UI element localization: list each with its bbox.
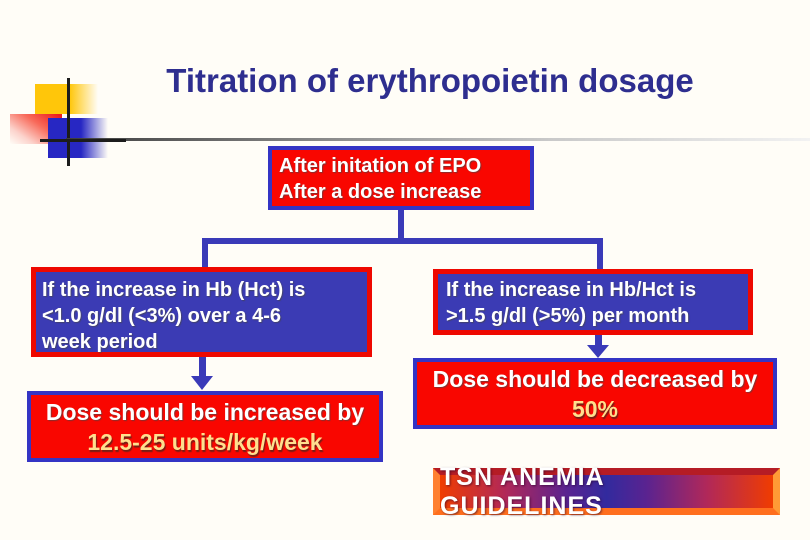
ornament-vertical-line — [67, 78, 70, 166]
right-condition-box: If the increase in Hb/Hct is >1.5 g/dl (… — [433, 269, 753, 335]
left-condition-line: If the increase in Hb (Hct) is — [42, 279, 306, 301]
left-action-box: Dose should be increased by 12.5-25 unit… — [27, 391, 383, 462]
left-down-arrow-stem — [199, 357, 206, 378]
title-underline-rule — [66, 138, 810, 141]
connector-right-drop — [597, 238, 603, 271]
footer-banner-label: TSN ANEMIA GUIDELINES — [440, 463, 773, 520]
ornament-horizontal-line — [40, 139, 126, 142]
root-box-line: After a dose increase — [279, 181, 482, 203]
page-title: Titration of erythropoietin dosage — [166, 62, 694, 99]
ornament-yellow-square — [35, 84, 98, 114]
root-condition-box: After initation of EPO After a dose incr… — [268, 146, 534, 210]
left-action-value: 12.5-25 units/kg/week — [87, 429, 323, 455]
right-action-value: 50% — [571, 396, 619, 422]
right-condition-line: >1.5 g/dl (>5%) per month — [446, 305, 690, 327]
right-down-arrow-head — [587, 345, 609, 358]
left-condition-box: If the increase in Hb (Hct) is <1.0 g/dl… — [31, 267, 372, 357]
right-down-arrow-stem — [595, 335, 602, 347]
left-condition-line: <1.0 g/dl (<3%) over a 4-6 — [42, 305, 281, 327]
left-action-text: Dose should be increased by — [45, 399, 365, 425]
connector-root-stem — [398, 210, 404, 241]
footer-banner: TSN ANEMIA GUIDELINES — [433, 463, 780, 520]
root-box-line: After initation of EPO — [279, 155, 482, 177]
right-action-text: Dose should be decreased by — [432, 366, 758, 392]
connector-left-drop — [202, 238, 208, 268]
connector-horizontal-bar — [202, 238, 603, 244]
left-condition-line: week period — [42, 331, 158, 353]
right-action-box: Dose should be decreased by 50% — [413, 358, 777, 429]
left-down-arrow-head — [191, 376, 213, 390]
right-condition-line: If the increase in Hb/Hct is — [446, 279, 697, 301]
